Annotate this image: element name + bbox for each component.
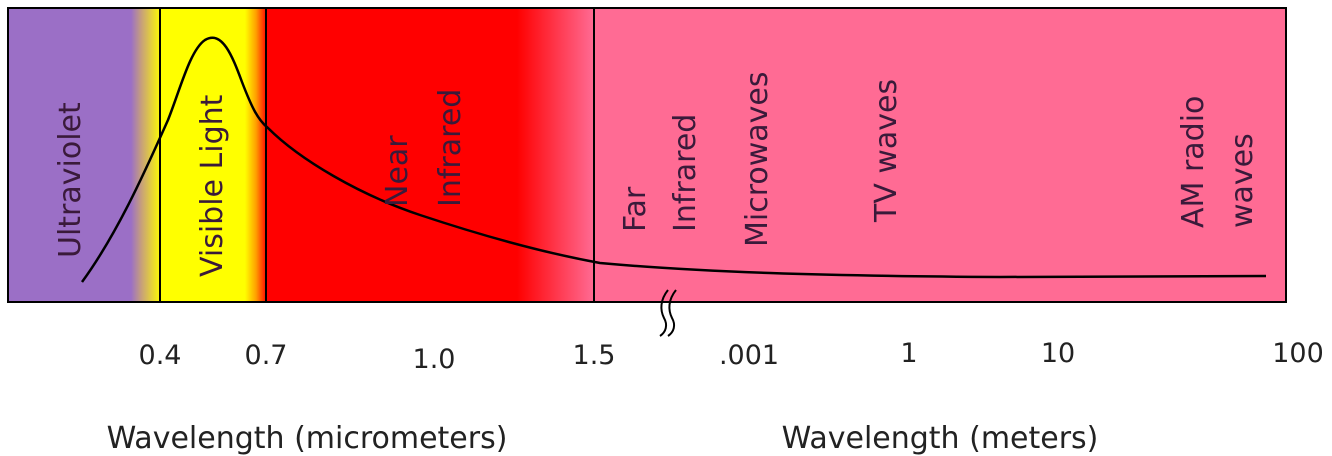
band-label-am-radio: AM radio — [1176, 96, 1211, 228]
band-label-tv-waves: TV waves — [869, 79, 904, 223]
band-label-near-infrared-2: Infrared — [433, 89, 468, 207]
visible-infrared-transition — [245, 8, 267, 302]
emission-curve — [80, 36, 1267, 283]
band-label-am-radio-waves: waves — [1225, 133, 1260, 228]
band-label-far-infrared: Infrared — [668, 114, 703, 232]
tick-1-0: 1.0 — [413, 344, 456, 375]
band-label-far: Far — [618, 186, 653, 232]
axis-break-icon — [659, 289, 677, 337]
axis-title-micrometers: Wavelength (micrometers) — [107, 421, 508, 456]
ultraviolet-band — [8, 8, 132, 302]
tick-0-7: 0.7 — [245, 340, 288, 371]
far-infrared-to-radio-band — [593, 8, 1286, 302]
band-label-visible-light: Visible Light — [195, 94, 230, 277]
band-label-near-infrared: Near — [380, 135, 415, 207]
near-infrared-band — [266, 8, 518, 302]
axis-title-meters: Wavelength (meters) — [782, 421, 1099, 456]
uv-visible-transition — [131, 8, 161, 302]
band-label-microwaves: Microwaves — [740, 71, 775, 247]
tick-1-5: 1.5 — [573, 340, 616, 371]
tick-1: 1 — [900, 338, 917, 369]
tick-001: .001 — [719, 340, 779, 371]
band-label-ultraviolet: Ultraviolet — [53, 102, 88, 258]
tick-10: 10 — [1041, 338, 1075, 369]
tick-0-4: 0.4 — [139, 340, 182, 371]
tick-100: 100 — [1272, 338, 1324, 369]
near-far-infrared-transition — [517, 8, 594, 302]
spectrum-border — [7, 7, 1287, 303]
